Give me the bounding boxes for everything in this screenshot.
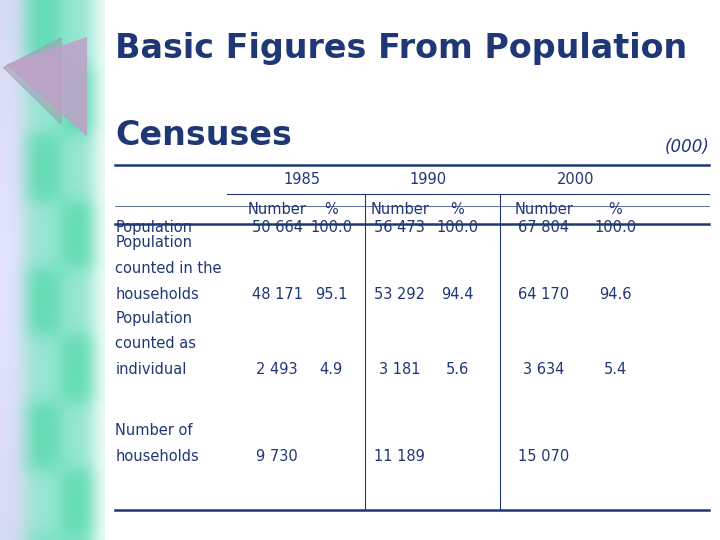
Text: households: households bbox=[115, 287, 199, 302]
Text: 2000: 2000 bbox=[557, 172, 595, 187]
Text: Population: Population bbox=[115, 235, 192, 250]
Text: 64 170: 64 170 bbox=[518, 287, 570, 302]
Text: 1985: 1985 bbox=[284, 172, 321, 187]
Text: (000): (000) bbox=[665, 138, 709, 156]
Text: Population: Population bbox=[115, 310, 192, 326]
Text: 48 171: 48 171 bbox=[252, 287, 302, 302]
Text: Number of: Number of bbox=[115, 423, 193, 438]
Text: Number: Number bbox=[248, 202, 307, 217]
Text: %: % bbox=[608, 202, 623, 217]
Text: 50 664: 50 664 bbox=[252, 220, 302, 235]
Text: households: households bbox=[115, 449, 199, 464]
Text: 5.6: 5.6 bbox=[446, 362, 469, 377]
Text: 5.4: 5.4 bbox=[604, 362, 627, 377]
Text: 9 730: 9 730 bbox=[256, 449, 298, 464]
Text: 95.1: 95.1 bbox=[315, 287, 348, 302]
Text: 11 189: 11 189 bbox=[374, 449, 425, 464]
Text: 94.4: 94.4 bbox=[441, 287, 474, 302]
Text: 100.0: 100.0 bbox=[595, 220, 636, 235]
Text: %: % bbox=[324, 202, 338, 217]
Text: Basic Figures From Population: Basic Figures From Population bbox=[115, 32, 688, 65]
Text: Censuses: Censuses bbox=[115, 119, 292, 152]
Text: 56 473: 56 473 bbox=[374, 220, 425, 235]
Text: 3 634: 3 634 bbox=[523, 362, 564, 377]
Polygon shape bbox=[7, 38, 86, 135]
Text: 1990: 1990 bbox=[410, 172, 447, 187]
Text: 67 804: 67 804 bbox=[518, 220, 570, 235]
Text: Population: Population bbox=[115, 220, 192, 235]
Text: 15 070: 15 070 bbox=[518, 449, 570, 464]
Text: counted in the: counted in the bbox=[115, 261, 222, 276]
Text: counted as: counted as bbox=[115, 336, 196, 352]
Text: individual: individual bbox=[115, 362, 186, 377]
Text: 4.9: 4.9 bbox=[320, 362, 343, 377]
Text: Number: Number bbox=[370, 202, 429, 217]
Text: %: % bbox=[450, 202, 464, 217]
Text: 2 493: 2 493 bbox=[256, 362, 298, 377]
Text: Number: Number bbox=[514, 202, 573, 217]
Text: 94.6: 94.6 bbox=[599, 287, 632, 302]
Text: 53 292: 53 292 bbox=[374, 287, 425, 302]
Polygon shape bbox=[4, 38, 61, 124]
Text: 100.0: 100.0 bbox=[310, 220, 352, 235]
Text: 3 181: 3 181 bbox=[379, 362, 420, 377]
Text: 100.0: 100.0 bbox=[436, 220, 478, 235]
